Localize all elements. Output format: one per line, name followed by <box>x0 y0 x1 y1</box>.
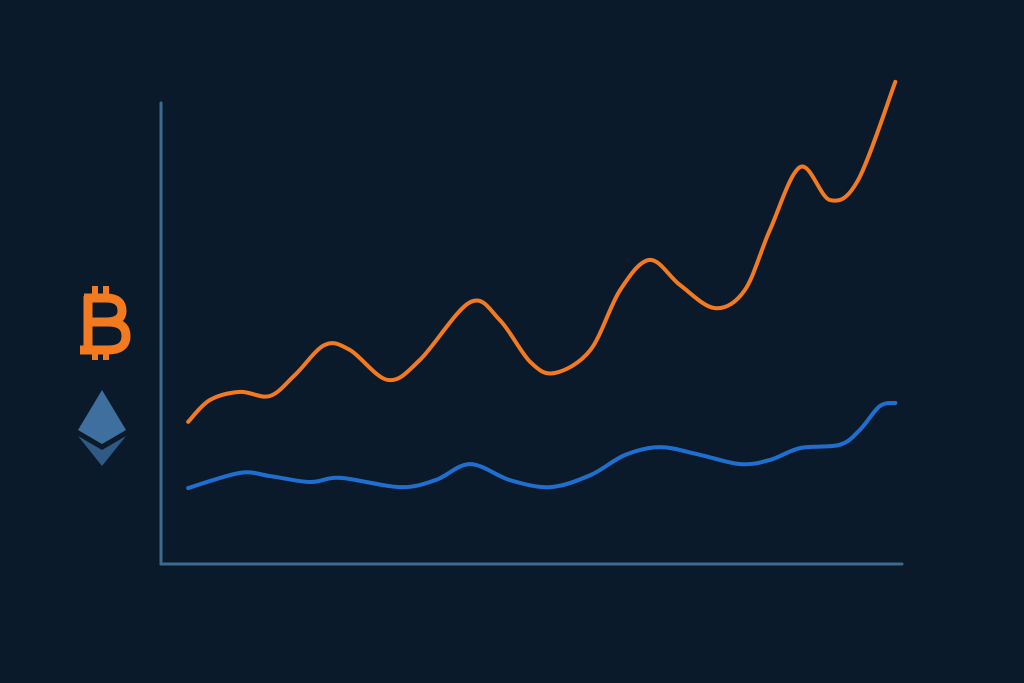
ethereum-bottom <box>78 436 126 466</box>
series-line <box>186 400 898 491</box>
bitcoin-icon <box>80 286 131 360</box>
bitcoin-glyph <box>80 293 131 355</box>
ethereum-top <box>78 390 126 444</box>
series-line <box>186 79 898 424</box>
ethereum-icon <box>78 390 126 466</box>
bitcoin-ticks <box>92 286 109 360</box>
